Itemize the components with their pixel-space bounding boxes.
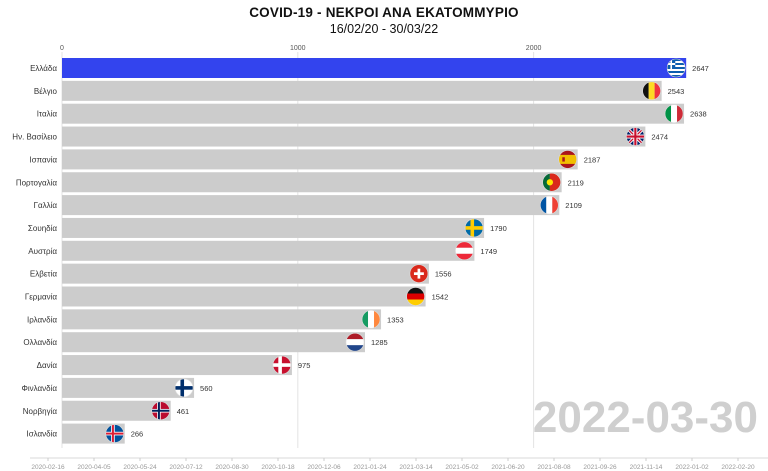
value-label: 2647	[692, 64, 709, 73]
denmark-flag	[272, 355, 292, 375]
value-label: 2638	[690, 110, 707, 119]
italy-flag	[664, 104, 684, 123]
value-label: 1542	[432, 293, 449, 302]
timeline-tick-label: 2020-05-24	[123, 464, 157, 471]
timeline-tick-label: 2021-08-08	[537, 464, 571, 471]
timeline-tick-label: 2020-04-05	[77, 464, 111, 471]
bar	[62, 217, 485, 238]
bar	[62, 400, 171, 421]
bar	[62, 240, 475, 261]
bar	[62, 377, 195, 398]
timeline-tick-label: 2022-01-02	[675, 464, 709, 471]
x-tick-label: 0	[60, 45, 64, 52]
uk-flag	[626, 127, 645, 146]
france-flag	[540, 195, 559, 215]
value-label: 1749	[480, 247, 497, 256]
category-label: Ην. Βασίλειο	[12, 133, 57, 142]
value-label: 1285	[371, 338, 388, 347]
bar	[62, 332, 366, 353]
value-label: 560	[200, 384, 213, 393]
portugal-flag	[542, 172, 561, 192]
value-label: 975	[298, 361, 311, 370]
greece-flag	[666, 58, 686, 78]
sweden-flag	[464, 218, 484, 238]
category-label: Νορβηγία	[23, 407, 58, 416]
bar	[62, 263, 429, 284]
timeline-tick-label: 2021-03-14	[399, 464, 433, 471]
iceland-flag	[105, 424, 125, 443]
timeline-tick-label: 2020-07-12	[169, 464, 203, 471]
category-label: Γαλλία	[34, 201, 58, 210]
value-label: 2119	[568, 178, 584, 187]
bar	[62, 172, 562, 193]
timeline-tick-label: 2021-05-02	[445, 464, 479, 471]
value-label: 2474	[651, 133, 668, 142]
austria-flag	[455, 241, 474, 261]
timeline-tick-label: 2020-02-16	[31, 464, 65, 471]
bar	[62, 195, 560, 216]
current-date-label: 2022-03-30	[533, 393, 758, 442]
timeline-tick-label: 2022-02-20	[721, 464, 755, 471]
timeline-tick-label: 2020-12-06	[307, 464, 341, 471]
chart-subtitle: 16/02/20 - 30/03/22	[329, 22, 439, 36]
value-label: 2543	[668, 87, 685, 96]
timeline-tick-label: 2021-06-20	[491, 464, 525, 471]
netherlands-flag	[345, 332, 365, 352]
category-label: Ισλανδία	[26, 430, 57, 439]
category-label: Αυστρία	[28, 247, 57, 256]
category-label: Ελβετία	[30, 270, 57, 279]
spain-flag	[558, 150, 577, 169]
germany-flag	[406, 287, 425, 306]
category-label: Δανία	[37, 361, 58, 370]
value-label: 1556	[435, 270, 452, 279]
bar	[62, 309, 382, 330]
value-label: 2109	[565, 201, 582, 210]
bar	[62, 149, 578, 170]
timeline-tick-label: 2021-09-26	[583, 464, 617, 471]
chart-title: COVID-19 - ΝΕΚΡΟΙ ΑΝΑ ΕΚΑΤΟΜΜΥΡΙΟ	[249, 5, 519, 20]
category-label: Φινλανδία	[21, 384, 57, 393]
x-tick-label: 1000	[290, 45, 306, 52]
category-label: Γερμανία	[25, 293, 58, 302]
value-label: 266	[131, 430, 144, 439]
ireland-flag	[361, 310, 381, 329]
bar	[62, 355, 292, 376]
bar	[62, 286, 426, 307]
x-tick-label: 2000	[526, 45, 542, 52]
category-label: Ολλανδία	[23, 338, 57, 347]
bar	[62, 126, 646, 147]
category-label: Σουηδία	[28, 224, 57, 233]
belgium-flag	[642, 81, 661, 101]
switzerland-flag	[409, 264, 429, 283]
bar	[62, 58, 687, 78]
value-label: 1353	[387, 315, 404, 324]
category-label: Ελλάδα	[30, 64, 57, 73]
finland-flag	[174, 378, 194, 398]
category-label: Ιταλία	[37, 110, 58, 119]
bar	[62, 80, 662, 101]
category-label: Ισπανία	[29, 155, 57, 164]
norway-flag	[151, 401, 171, 421]
bar	[62, 103, 685, 124]
timeline-tick-label: 2021-11-14	[630, 464, 663, 471]
category-label: Ιρλανδία	[27, 315, 57, 324]
value-label: 2187	[584, 155, 601, 164]
value-label: 461	[177, 407, 190, 416]
timeline-tick-label: 2020-08-30	[215, 464, 249, 471]
timeline-tick-label: 2020-10-18	[261, 464, 295, 471]
category-label: Βέλγιο	[34, 87, 58, 96]
timeline-tick-label: 2021-01-24	[353, 464, 387, 471]
value-label: 1790	[490, 224, 507, 233]
category-label: Πορτογαλία	[16, 178, 58, 187]
